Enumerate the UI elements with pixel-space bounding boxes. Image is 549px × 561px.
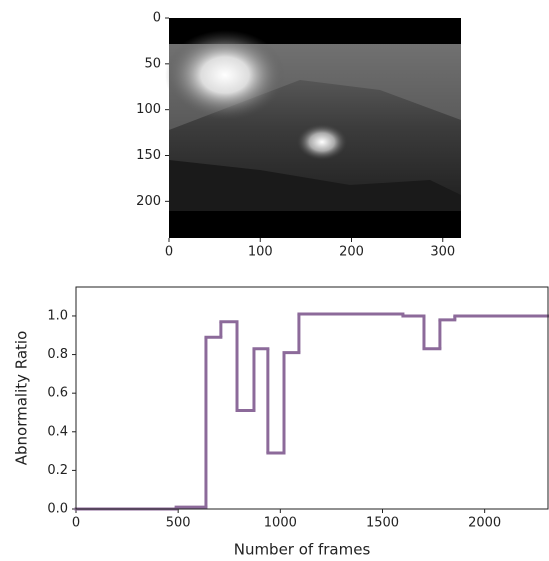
y-tick-label: 0.2 (47, 463, 68, 478)
y-tick-label: 0.4 (47, 424, 68, 439)
x-tick-label: 500 (166, 516, 191, 531)
y-axis-label: Abnormality Ratio (13, 331, 31, 466)
frame-image (165, 18, 461, 238)
y-tick-label: 1.0 (47, 308, 68, 323)
x-tick-label: 200 (339, 245, 364, 260)
y-tick-label: 0 (153, 11, 161, 26)
x-tick-label: 0 (72, 516, 80, 531)
x-tick-label: 100 (248, 245, 273, 260)
plot-area (76, 287, 548, 509)
x-axis-label: Number of frames (234, 541, 371, 559)
y-tick-label: 0.0 (47, 502, 68, 517)
y-tick-label: 100 (136, 102, 161, 117)
image-fire (297, 124, 347, 160)
x-tick-label: 1000 (264, 516, 297, 531)
y-tick-label: 0.6 (47, 386, 68, 401)
x-tick-label: 1500 (366, 516, 399, 531)
y-tick-label: 0.8 (47, 347, 68, 362)
y-tick-label: 50 (144, 56, 161, 71)
image-fire (165, 30, 285, 120)
x-tick-label: 300 (430, 245, 455, 260)
y-tick-label: 150 (136, 148, 161, 163)
page: {"chart_data": [ {"type": "image", "xlim… (0, 0, 549, 561)
x-tick-label: 2000 (468, 516, 501, 531)
x-tick-label: 0 (165, 245, 173, 260)
y-tick-label: 200 (136, 194, 161, 209)
figure: 010020030005010015020005001000150020000.… (0, 0, 549, 561)
